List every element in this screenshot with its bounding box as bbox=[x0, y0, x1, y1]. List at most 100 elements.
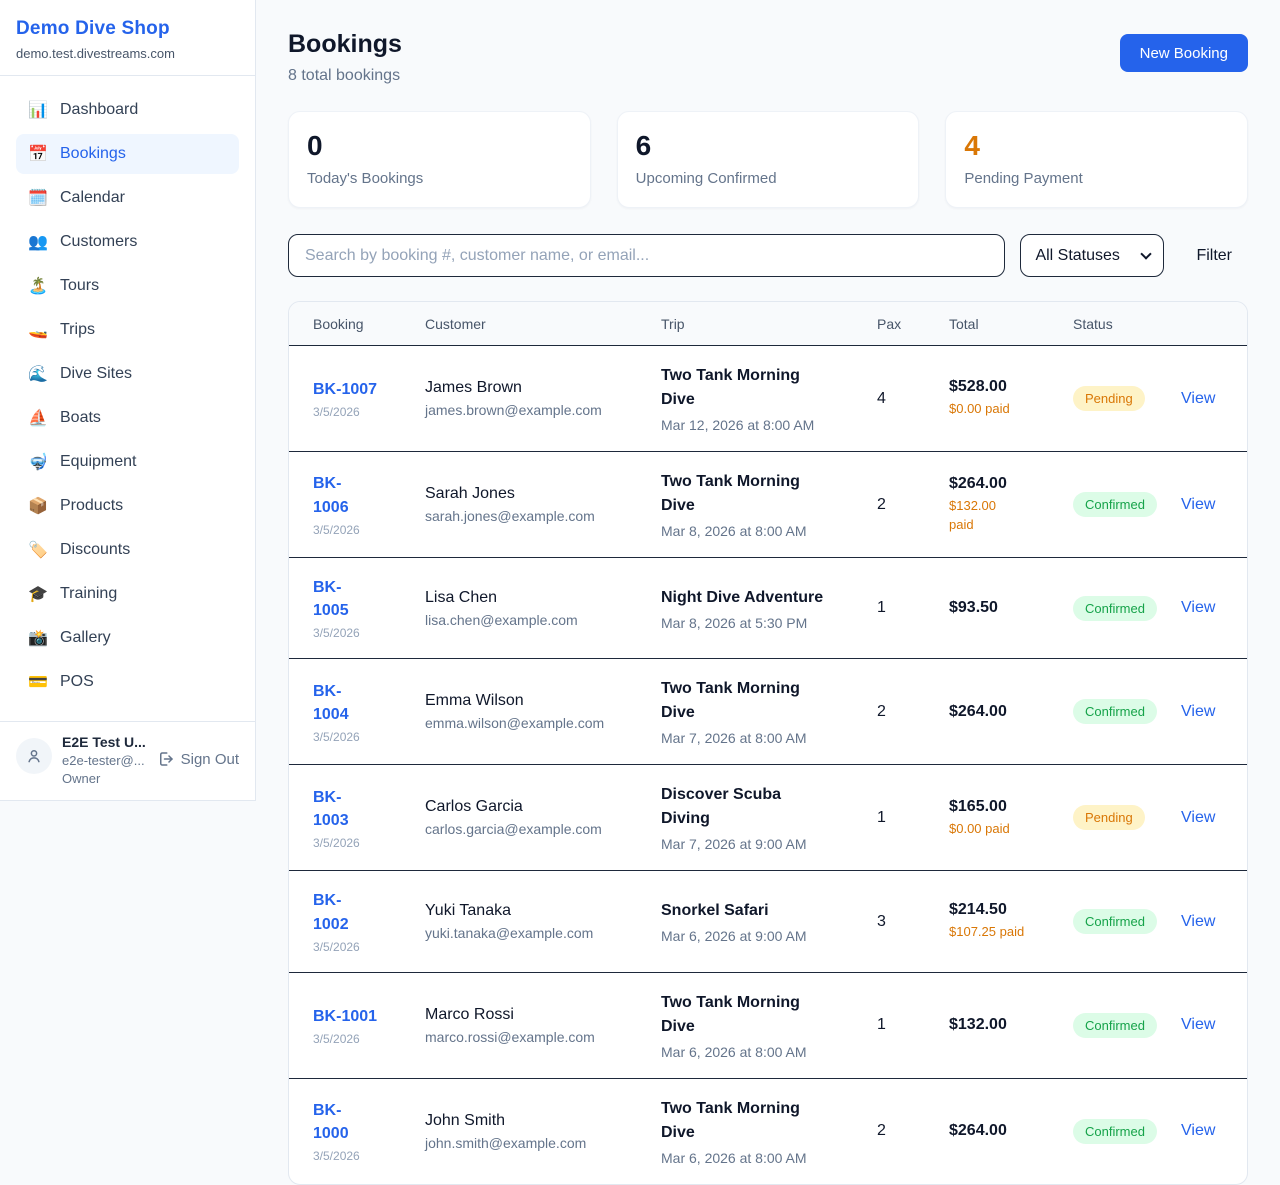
status-cell: Confirmed bbox=[1073, 909, 1181, 935]
total-amount: $132.00 bbox=[949, 1016, 1007, 1034]
controls-row: All Statuses Filter bbox=[288, 234, 1248, 277]
filter-button[interactable]: Filter bbox=[1196, 246, 1232, 264]
bookings-table: Booking Customer Trip Pax Total Status B… bbox=[288, 301, 1248, 1185]
booking-cell: BK-1001 3/5/2026 bbox=[313, 1005, 425, 1046]
customer-cell: Sarah Jones sarah.jones@example.com bbox=[425, 485, 661, 524]
sign-out-label: Sign Out bbox=[180, 750, 239, 768]
total-amount: $214.50 bbox=[949, 901, 1007, 919]
view-link[interactable]: View bbox=[1181, 808, 1216, 826]
stat-value: 0 bbox=[307, 130, 323, 161]
view-link[interactable]: View bbox=[1181, 389, 1216, 407]
training-icon: 🎓 bbox=[28, 586, 48, 603]
table-row: BK- 1002 3/5/2026 Yuki Tanaka yuki.tanak… bbox=[289, 871, 1247, 973]
status-filter-select[interactable]: All Statuses bbox=[1020, 234, 1165, 277]
total-amount: $93.50 bbox=[949, 599, 998, 617]
customer-email: yuki.tanaka@example.com bbox=[425, 925, 594, 942]
trip-cell: Two Tank Morning Dive Mar 12, 2026 at 8:… bbox=[661, 364, 877, 433]
trip-datetime: Mar 6, 2026 at 8:00 AM bbox=[661, 1149, 807, 1166]
column-header-trip: Trip bbox=[661, 315, 685, 332]
booking-id-link[interactable]: BK- 1006 bbox=[313, 475, 349, 516]
sidebar-item-label: Equipment bbox=[60, 453, 137, 470]
customer-name: Lisa Chen bbox=[425, 588, 498, 606]
trip-name: Two Tank Morning Dive bbox=[661, 367, 800, 408]
booking-date: 3/5/2026 bbox=[313, 522, 360, 537]
table-body: BK-1007 3/5/2026 James Brown james.brown… bbox=[289, 346, 1247, 1184]
column-header-pax: Pax bbox=[877, 315, 902, 332]
actions-cell: View bbox=[1181, 599, 1223, 617]
sidebar-item[interactable]: 💳 POS bbox=[16, 662, 239, 702]
gallery-icon: 📸 bbox=[28, 630, 48, 647]
view-link[interactable]: View bbox=[1181, 912, 1216, 930]
column-header-booking: Booking bbox=[313, 315, 364, 332]
sidebar-item[interactable]: 🏝️ Tours bbox=[16, 266, 239, 306]
trip-datetime: Mar 12, 2026 at 8:00 AM bbox=[661, 417, 815, 433]
sidebar-item[interactable]: 🌊 Dive Sites bbox=[16, 354, 239, 394]
view-link[interactable]: View bbox=[1181, 1016, 1216, 1034]
pax-value: 2 bbox=[877, 702, 886, 720]
table-row: BK- 1006 3/5/2026 Sarah Jones sarah.jone… bbox=[289, 452, 1247, 558]
actions-cell: View bbox=[1181, 390, 1223, 408]
trip-datetime: Mar 6, 2026 at 9:00 AM bbox=[661, 928, 807, 945]
bookings-icon: 📅 bbox=[28, 146, 48, 163]
booking-id-link[interactable]: BK- 1003 bbox=[313, 788, 349, 829]
sidebar-item[interactable]: ⛵ Boats bbox=[16, 398, 239, 438]
booking-id-link[interactable]: BK-1007 bbox=[313, 380, 378, 398]
sidebar-item[interactable]: 📊 Dashboard bbox=[16, 90, 239, 130]
sidebar-item[interactable]: 👥 Customers bbox=[16, 222, 239, 262]
sidebar-item-label: Trips bbox=[60, 321, 95, 338]
status-badge: Confirmed bbox=[1073, 595, 1157, 621]
actions-cell: View bbox=[1181, 1016, 1223, 1034]
customer-cell: Lisa Chen lisa.chen@example.com bbox=[425, 589, 661, 628]
customers-icon: 👥 bbox=[28, 234, 48, 251]
calendar-icon: 🗓️ bbox=[28, 190, 48, 207]
stats-row: 0 Today's Bookings 6 Upcoming Confirmed … bbox=[288, 111, 1249, 208]
sidebar-item-label: Customers bbox=[60, 233, 138, 250]
view-link[interactable]: View bbox=[1181, 495, 1216, 513]
total-cell: $264.00 $132.00 paid bbox=[949, 475, 1073, 533]
pax-value: 1 bbox=[877, 1016, 886, 1034]
booking-id-link[interactable]: BK- 1000 bbox=[313, 1102, 349, 1143]
actions-cell: View bbox=[1181, 1122, 1223, 1140]
booking-cell: BK- 1000 3/5/2026 bbox=[313, 1099, 425, 1163]
booking-cell: BK- 1004 3/5/2026 bbox=[313, 680, 425, 744]
booking-id-link[interactable]: BK- 1002 bbox=[313, 892, 349, 933]
sidebar-item-label: Gallery bbox=[60, 629, 111, 646]
sidebar-item[interactable]: 📦 Products bbox=[16, 486, 239, 526]
new-booking-button[interactable]: New Booking bbox=[1119, 34, 1248, 72]
sidebar-item[interactable]: 🏷️ Discounts bbox=[16, 530, 239, 570]
sidebar-item[interactable]: 📸 Gallery bbox=[16, 618, 239, 658]
sidebar-item-label: Dive Sites bbox=[60, 365, 133, 382]
view-link[interactable]: View bbox=[1181, 599, 1216, 617]
view-link[interactable]: View bbox=[1181, 702, 1216, 720]
sidebar-item[interactable]: 🤿 Equipment bbox=[16, 442, 239, 482]
view-link[interactable]: View bbox=[1181, 1122, 1216, 1140]
pos-icon: 💳 bbox=[28, 674, 48, 691]
actions-cell: View bbox=[1181, 703, 1223, 721]
table-row: BK- 1003 3/5/2026 Carlos Garcia carlos.g… bbox=[289, 765, 1247, 872]
tours-icon: 🏝️ bbox=[28, 278, 48, 295]
trip-cell: Two Tank Morning Dive Mar 7, 2026 at 8:0… bbox=[661, 677, 877, 746]
trip-name: Two Tank Morning Dive bbox=[661, 993, 800, 1035]
customer-name: John Smith bbox=[425, 1111, 506, 1129]
boats-icon: ⛵ bbox=[28, 410, 48, 427]
sidebar-item[interactable]: 🗓️ Calendar bbox=[16, 178, 239, 218]
booking-date: 3/5/2026 bbox=[313, 626, 360, 641]
total-amount: $528.00 bbox=[949, 378, 1007, 396]
sign-out-button[interactable]: Sign Out bbox=[157, 750, 239, 768]
sidebar-item[interactable]: 📅 Bookings bbox=[16, 134, 239, 174]
sidebar-item[interactable]: 🎓 Training bbox=[16, 574, 239, 614]
booking-cell: BK- 1006 3/5/2026 bbox=[313, 472, 425, 536]
sidebar-item[interactable]: 🚤 Trips bbox=[16, 310, 239, 350]
booking-date: 3/5/2026 bbox=[313, 730, 360, 745]
status-cell: Confirmed bbox=[1073, 1118, 1181, 1144]
trip-cell: Two Tank Morning Dive Mar 8, 2026 at 8:0… bbox=[661, 470, 877, 539]
stat-label: Today's Bookings bbox=[307, 170, 424, 187]
booking-id-link[interactable]: BK-1001 bbox=[313, 1007, 378, 1025]
status-cell: Pending bbox=[1073, 805, 1181, 831]
sidebar-item-label: POS bbox=[60, 673, 94, 690]
search-input[interactable] bbox=[288, 234, 1006, 277]
sidebar-item-label: Discounts bbox=[60, 541, 131, 558]
booking-id-link[interactable]: BK- 1005 bbox=[313, 579, 349, 620]
booking-id-link[interactable]: BK- 1004 bbox=[313, 682, 349, 723]
trip-name: Two Tank Morning Dive bbox=[661, 1099, 800, 1141]
